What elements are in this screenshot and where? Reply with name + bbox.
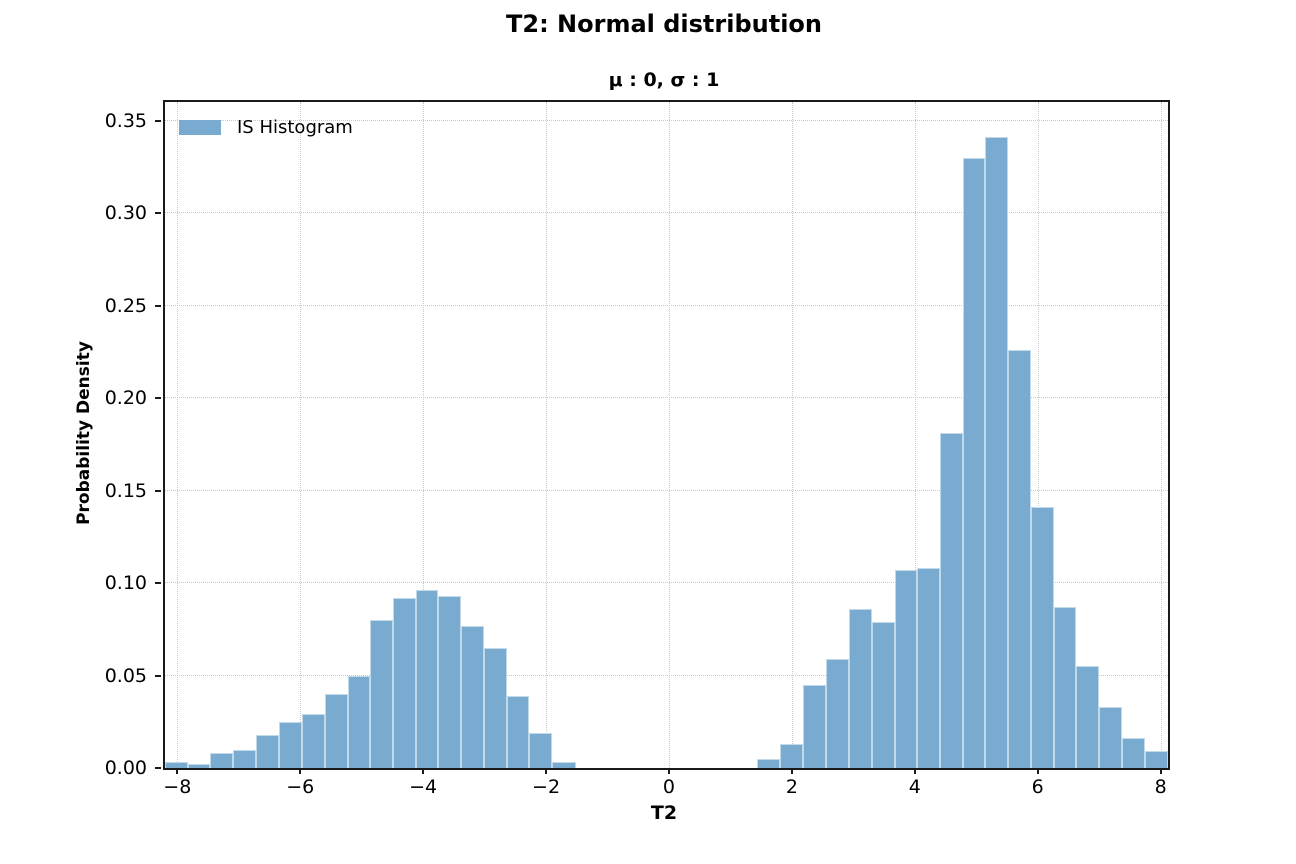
y-tick-label: 0.35 xyxy=(104,109,147,132)
histogram-bar xyxy=(415,590,439,768)
plot-area: IS Histogram xyxy=(163,100,1170,770)
x-tick-mark xyxy=(545,768,548,774)
histogram-bar xyxy=(939,433,963,768)
x-tick-mark xyxy=(1159,768,1162,774)
histogram-bar xyxy=(1144,751,1168,768)
histogram-bar xyxy=(506,695,530,768)
x-tick-label: −8 xyxy=(163,776,192,798)
histogram-bar xyxy=(825,658,850,768)
y-gridline xyxy=(165,212,1168,213)
y-tick-mark xyxy=(155,397,161,399)
x-tick-mark xyxy=(299,768,302,774)
y-tick-label: 0.10 xyxy=(104,572,147,594)
histogram-bar xyxy=(1053,607,1077,768)
histogram-bar xyxy=(757,758,781,768)
histogram-bar xyxy=(302,714,325,768)
y-gridline xyxy=(165,582,1168,583)
y-tick-mark xyxy=(155,767,161,769)
y-tick-mark xyxy=(155,304,161,307)
histogram-bar xyxy=(849,608,872,768)
histogram-bar xyxy=(393,597,416,768)
y-tick-label: 0.20 xyxy=(104,387,147,409)
y-gridline xyxy=(165,674,1168,676)
x-tick-mark xyxy=(422,768,425,774)
histogram-bar xyxy=(917,568,940,768)
legend-swatch xyxy=(179,120,221,135)
histogram-bar xyxy=(483,647,507,768)
x-tick-label: −6 xyxy=(286,776,315,798)
histogram-bar xyxy=(255,734,279,768)
histogram-bar xyxy=(233,749,256,768)
histogram-bar xyxy=(461,625,484,768)
y-tick-mark xyxy=(155,119,161,122)
histogram-bar xyxy=(324,694,348,768)
x-tick-label: −2 xyxy=(532,776,561,798)
histogram-bar xyxy=(894,570,918,768)
x-gridline xyxy=(1160,102,1162,768)
y-gridline xyxy=(165,397,1168,398)
x-gridline xyxy=(668,102,670,768)
y-tick-label: 0.05 xyxy=(104,664,147,687)
y-tick-mark xyxy=(155,582,161,584)
histogram-bar xyxy=(278,721,303,768)
histogram-bar xyxy=(1030,507,1054,768)
y-tick-mark xyxy=(155,674,161,677)
x-tick-mark xyxy=(790,768,793,774)
y-tick-label: 0.15 xyxy=(104,479,147,502)
histogram-bar xyxy=(552,762,576,768)
histogram-bar xyxy=(438,595,462,768)
x-tick-label: 0 xyxy=(662,776,675,798)
x-axis-label: T2 xyxy=(650,802,678,824)
y-gridline xyxy=(165,304,1168,306)
x-tick-label: 4 xyxy=(908,776,921,798)
chart-subtitle: μ : 0, σ : 1 xyxy=(608,69,720,91)
histogram-bar xyxy=(165,762,188,768)
x-tick-label: 2 xyxy=(785,776,798,798)
histogram-bar xyxy=(985,137,1009,768)
histogram-bar xyxy=(962,157,986,768)
legend: IS Histogram xyxy=(179,117,353,138)
x-gridline xyxy=(300,102,302,768)
y-gridline xyxy=(165,119,1168,121)
y-tick-label: 0.30 xyxy=(104,202,147,224)
x-gridline xyxy=(1037,102,1039,768)
y-tick-label: 0.00 xyxy=(104,757,147,779)
histogram-bar xyxy=(1121,738,1145,768)
histogram-bar xyxy=(529,732,553,768)
histogram-bar xyxy=(1008,349,1031,768)
legend-label: IS Histogram xyxy=(237,117,353,138)
y-gridline xyxy=(165,489,1168,491)
histogram-bar xyxy=(871,621,895,768)
x-tick-label: −4 xyxy=(409,776,438,798)
x-tick-mark xyxy=(176,768,179,774)
histogram-bar xyxy=(347,675,371,768)
x-gridline xyxy=(177,102,179,768)
histogram-bar xyxy=(187,764,211,768)
y-tick-mark xyxy=(155,489,161,492)
y-tick-mark xyxy=(155,212,161,214)
x-gridline xyxy=(423,102,425,768)
x-tick-mark xyxy=(667,768,670,774)
histogram-bar xyxy=(370,620,393,768)
x-tick-label: 8 xyxy=(1154,776,1167,798)
x-tick-mark xyxy=(913,768,916,774)
histogram-bar xyxy=(802,684,826,768)
histogram-bar xyxy=(210,753,234,768)
x-tick-mark xyxy=(1036,768,1039,774)
histogram-bar xyxy=(1076,666,1100,768)
x-gridline xyxy=(791,102,793,768)
y-tick-label: 0.25 xyxy=(104,294,147,317)
chart-title: T2: Normal distribution xyxy=(506,10,822,38)
x-gridline xyxy=(914,102,916,768)
histogram-bar xyxy=(780,743,803,768)
x-gridline xyxy=(546,102,548,768)
histogram-bar xyxy=(1099,706,1122,768)
x-tick-label: 6 xyxy=(1031,776,1044,798)
